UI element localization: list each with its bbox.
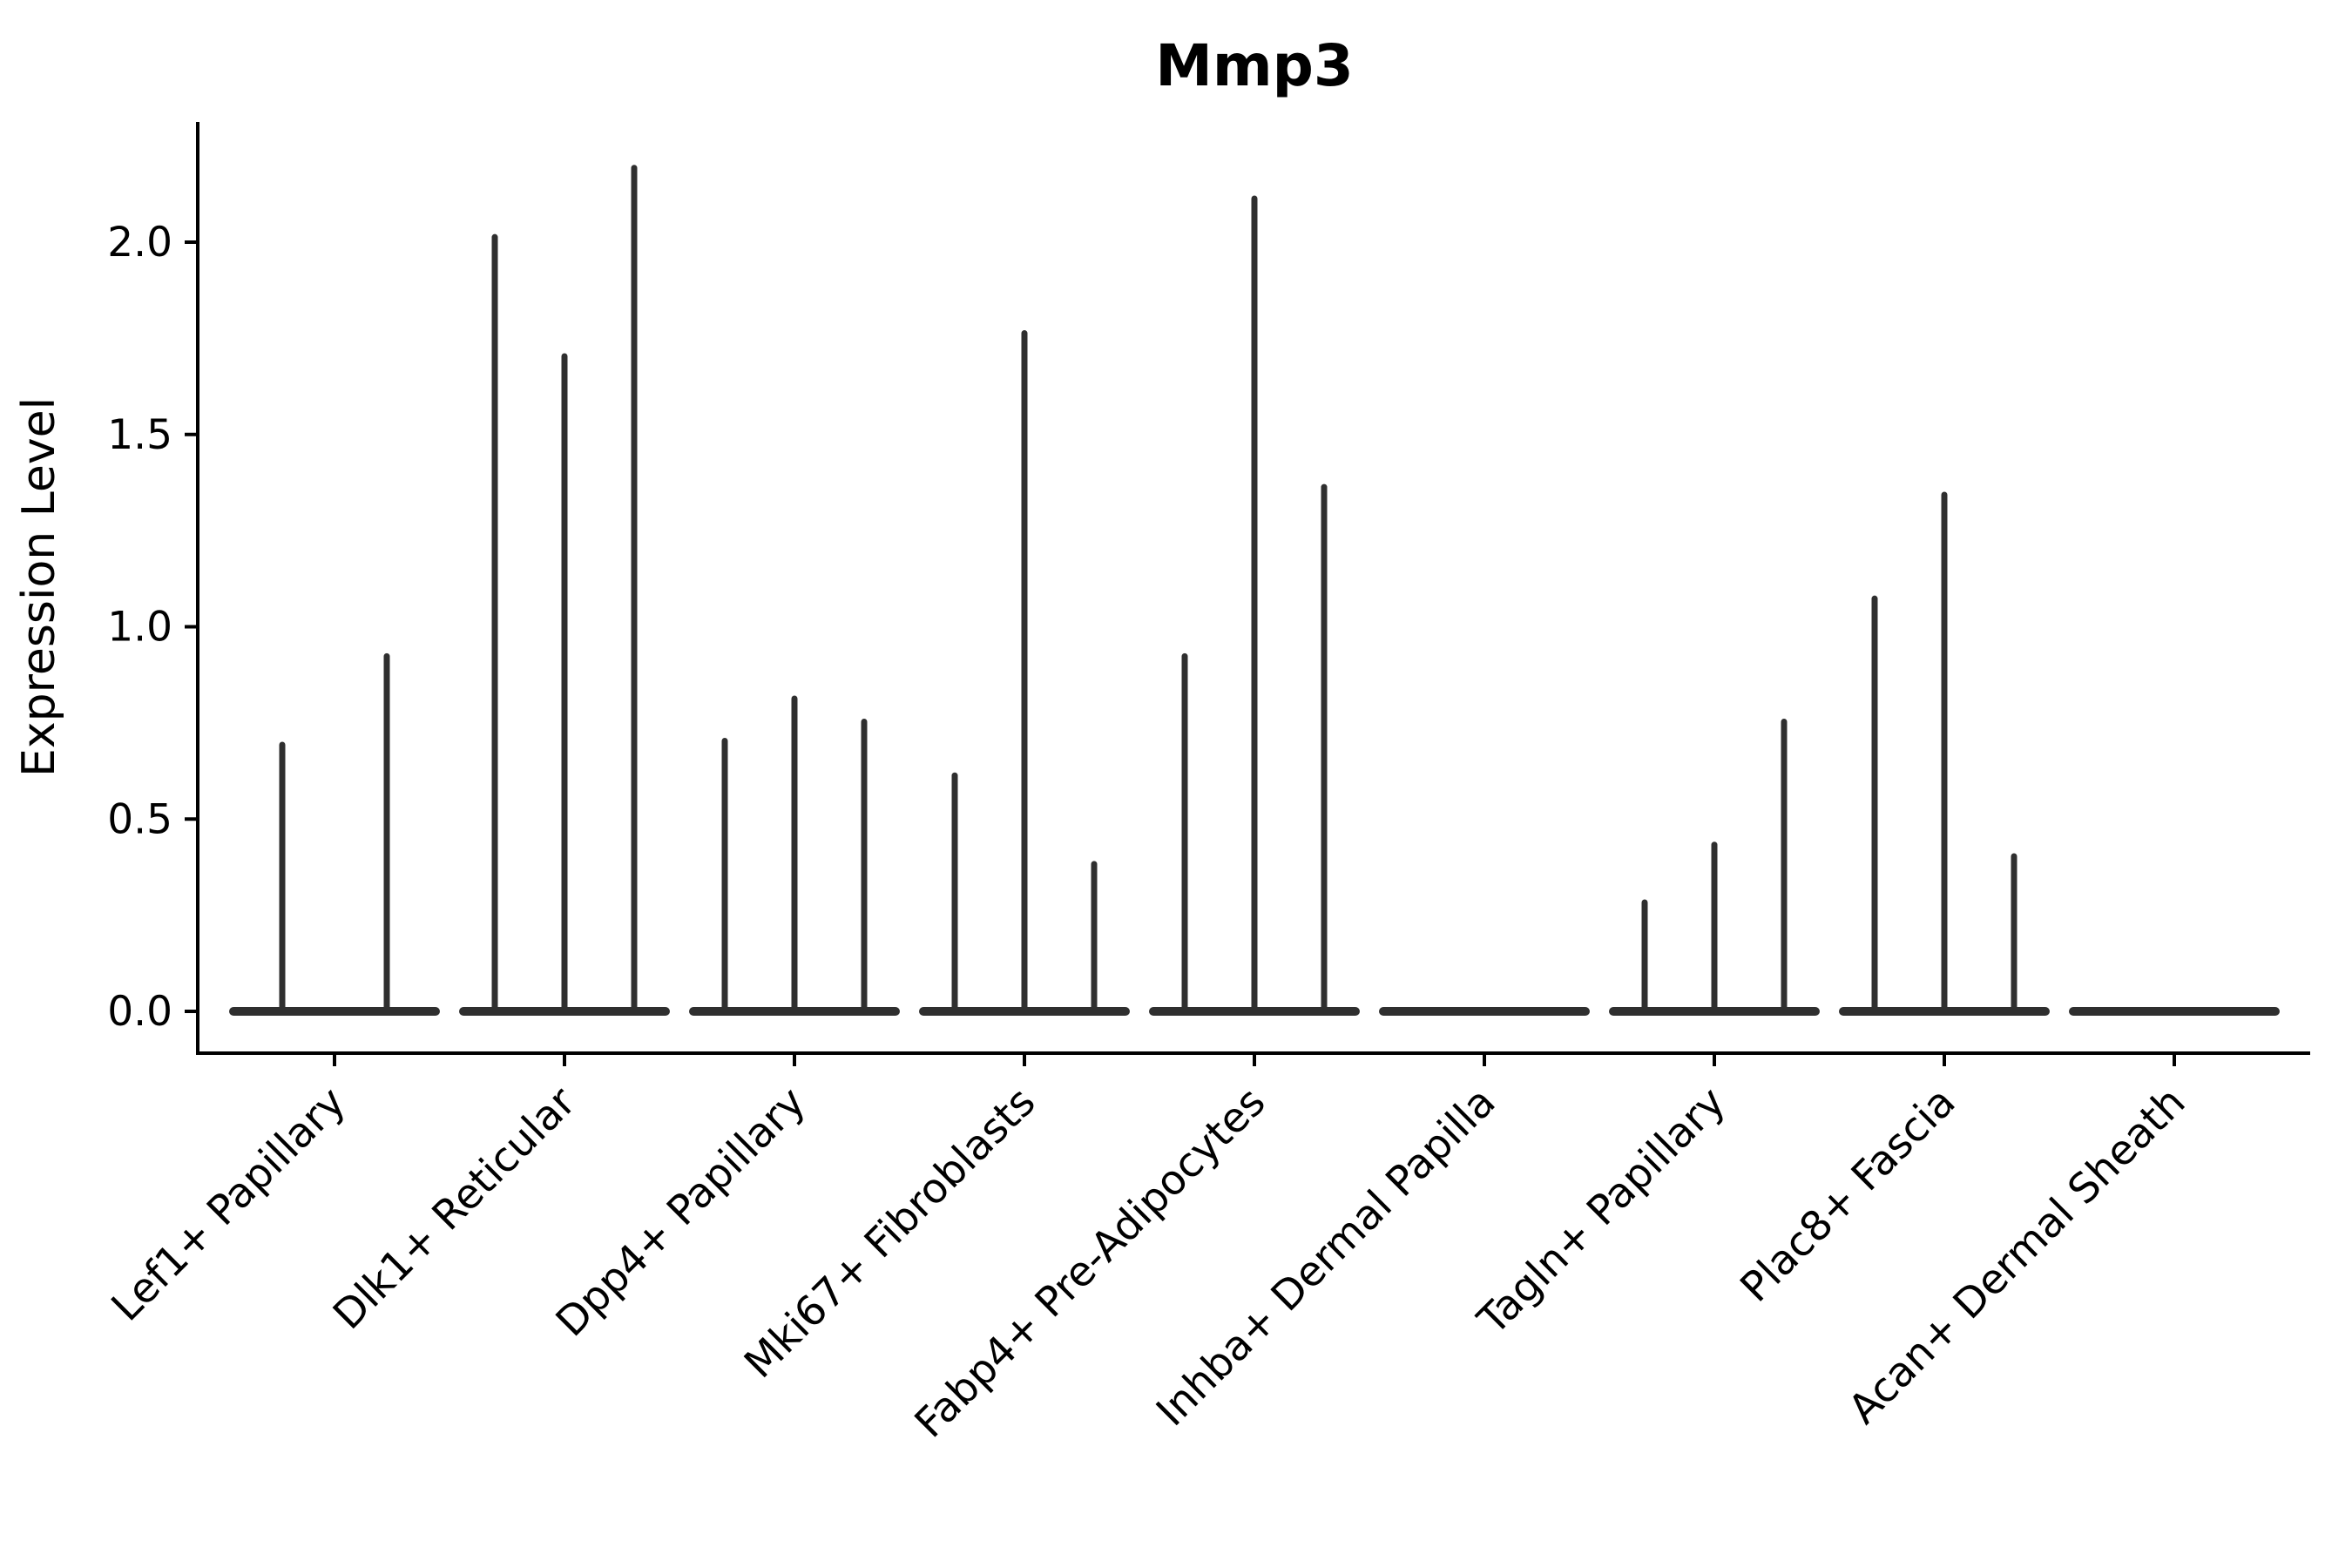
chart-title: Mmp3 xyxy=(1155,32,1354,99)
y-tick-label: 0.0 xyxy=(107,988,172,1036)
x-tick-label: Dpp4+ Papillary xyxy=(547,1078,815,1347)
x-tick-label: Tagln+ Papillary xyxy=(1469,1078,1735,1345)
x-tick-label: Plac8+ Fascia xyxy=(1732,1078,1965,1312)
y-tick-label: 1.0 xyxy=(107,604,172,652)
y-axis-ticks: 0.0 0.5 1.0 1.5 2.0 xyxy=(107,219,198,1036)
y-tick-label: 2.0 xyxy=(107,219,172,267)
y-tick-label: 0.5 xyxy=(107,795,172,843)
y-tick-label: 1.5 xyxy=(107,411,172,459)
x-tick-label: Dlk1+ Reticular xyxy=(324,1078,585,1339)
violin-plot-area xyxy=(229,165,2280,1016)
y-axis-label: Expression Level xyxy=(13,397,65,777)
x-tick-label: Lef1+ Papillary xyxy=(103,1078,355,1331)
